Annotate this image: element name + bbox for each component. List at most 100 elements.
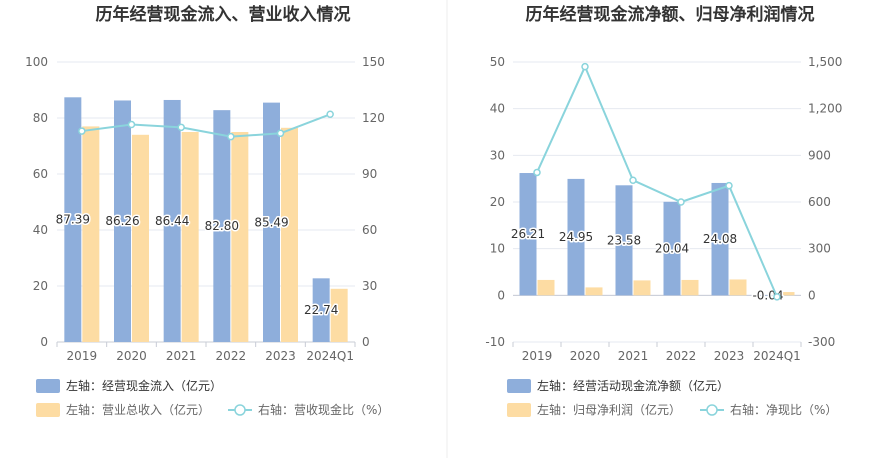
- x-tick-label: 2024Q1: [306, 349, 354, 363]
- x-tick-label: 2020: [570, 349, 601, 363]
- bar-data-label: 24.08: [703, 232, 737, 246]
- legend-swatch: [36, 379, 60, 393]
- bar-data-label: 86.44: [155, 214, 189, 228]
- left-axis-tick-label: 30: [490, 148, 505, 162]
- legend-label: 左轴：营业总收入（亿元）: [66, 402, 210, 417]
- left-axis-tick-label: 10: [490, 242, 505, 256]
- bar-primary: [213, 110, 231, 342]
- bar-data-label: 20.04: [655, 242, 689, 256]
- ratio-point: [629, 176, 637, 184]
- chart-1: 历年经营现金流入、营业收入情况 0 0 20 30 40 60 60 90 80 120 100 150…: [25, 4, 389, 417]
- x-tick-label: 2023: [265, 349, 296, 363]
- bar-primary: [567, 178, 585, 296]
- legend-label: 左轴：经营活动现金流净额（亿元）: [537, 378, 729, 393]
- bar-secondary: [181, 132, 199, 342]
- bar-primary: [663, 201, 681, 296]
- bar-data-label: 82.80: [205, 219, 239, 233]
- ratio-point: [581, 62, 589, 71]
- bar-data-label: 23.58: [607, 233, 641, 247]
- chart-title: 历年经营现金流入、营业收入情况: [96, 4, 351, 25]
- bar-data-label: 87.39: [56, 213, 90, 227]
- left-axis-tick-label: 0: [497, 288, 505, 302]
- right-axis-tick-label: 120: [362, 111, 385, 125]
- left-axis-tick-label: 40: [490, 102, 505, 116]
- left-axis-tick-label: -10: [485, 335, 505, 349]
- chart-2: 历年经营现金流净额、归母净利润情况 -10 -300 0 0 10 300 20 600 30 90…: [485, 4, 842, 417]
- left-axis-tick-label: 20: [490, 195, 505, 209]
- bar-primary: [114, 100, 131, 342]
- bar-primary: [519, 173, 537, 296]
- legend-label: 右轴：净现比（%）: [730, 402, 837, 417]
- bar-primary: [163, 99, 181, 342]
- chart-title: 历年经营现金流净额、归母净利润情况: [526, 4, 815, 25]
- bar-data-label: 24.95: [559, 230, 593, 244]
- x-tick-label: 2022: [666, 349, 697, 363]
- bar-secondary: [585, 287, 603, 296]
- left-axis-tick-label: 50: [490, 55, 505, 69]
- left-axis-tick-label: 40: [33, 223, 48, 237]
- right-axis-tick-label: 30: [362, 279, 377, 293]
- x-tick-label: 2021: [166, 349, 197, 363]
- right-axis-tick-label: 0: [362, 335, 370, 349]
- legend-swatch: [507, 379, 531, 393]
- left-axis-tick-label: 80: [33, 111, 48, 125]
- bar-secondary: [231, 132, 249, 342]
- x-tick-label: 2022: [216, 349, 247, 363]
- x-tick-label: 2019: [522, 349, 553, 363]
- left-axis-tick-label: 100: [25, 55, 48, 69]
- ratio-point: [78, 127, 86, 135]
- legend-marker: [706, 404, 718, 416]
- right-axis-tick-label: 900: [808, 148, 831, 162]
- x-tick-label: 2023: [714, 349, 745, 363]
- bar-secondary: [777, 292, 795, 296]
- bar-primary: [64, 97, 82, 342]
- bar-secondary: [281, 127, 298, 342]
- legend-swatch: [507, 403, 531, 417]
- left-axis-tick-label: 20: [33, 279, 48, 293]
- bar-primary: [615, 185, 633, 296]
- right-axis-tick-label: 600: [808, 195, 831, 209]
- bar-secondary: [633, 280, 651, 296]
- ratio-point: [326, 110, 334, 119]
- bar-primary: [263, 102, 280, 343]
- bar-secondary: [681, 279, 699, 296]
- right-axis-tick-label: -300: [808, 335, 835, 349]
- bar-secondary: [132, 134, 149, 342]
- bar-data-label: 86.26: [105, 214, 139, 228]
- x-tick-label: 2019: [67, 349, 98, 363]
- right-axis-tick-label: 60: [362, 223, 377, 237]
- ratio-point: [177, 123, 185, 132]
- bar-data-label: 26.21: [511, 227, 545, 241]
- bar-secondary: [82, 126, 100, 343]
- x-tick-label: 2024Q1: [753, 349, 801, 363]
- ratio-point: [725, 181, 733, 190]
- bar-primary: [312, 278, 330, 342]
- ratio-point: [227, 132, 235, 141]
- bar-data-label: 85.49: [254, 215, 288, 229]
- legend-label: 右轴：营收现金比（%）: [258, 402, 389, 417]
- bar-primary: [711, 182, 729, 296]
- legend-swatch: [36, 403, 60, 417]
- legend-label: 左轴：经营现金流入（亿元）: [66, 378, 222, 393]
- legend-label: 左轴：归母净利润（亿元）: [537, 402, 681, 417]
- right-axis-tick-label: 1,200: [808, 102, 842, 116]
- bar-secondary: [729, 279, 747, 296]
- bar-secondary: [537, 279, 555, 296]
- ratio-point: [127, 120, 136, 129]
- ratio-line: [81, 113, 331, 138]
- x-tick-label: 2020: [116, 349, 147, 363]
- ratio-point: [677, 198, 685, 206]
- x-tick-label: 2021: [618, 349, 649, 363]
- ratio-point: [533, 168, 541, 177]
- ratio-point: [773, 293, 781, 301]
- ratio-line: [536, 64, 778, 298]
- right-axis-tick-label: 0: [808, 288, 816, 302]
- right-axis-tick-label: 1,500: [808, 55, 842, 69]
- right-axis-tick-label: 90: [362, 167, 377, 181]
- left-axis-tick-label: 0: [40, 335, 48, 349]
- bar-data-label: 22.74: [304, 303, 338, 317]
- legend-marker: [234, 404, 246, 416]
- ratio-point: [276, 129, 285, 138]
- right-axis-tick-label: 300: [808, 242, 831, 256]
